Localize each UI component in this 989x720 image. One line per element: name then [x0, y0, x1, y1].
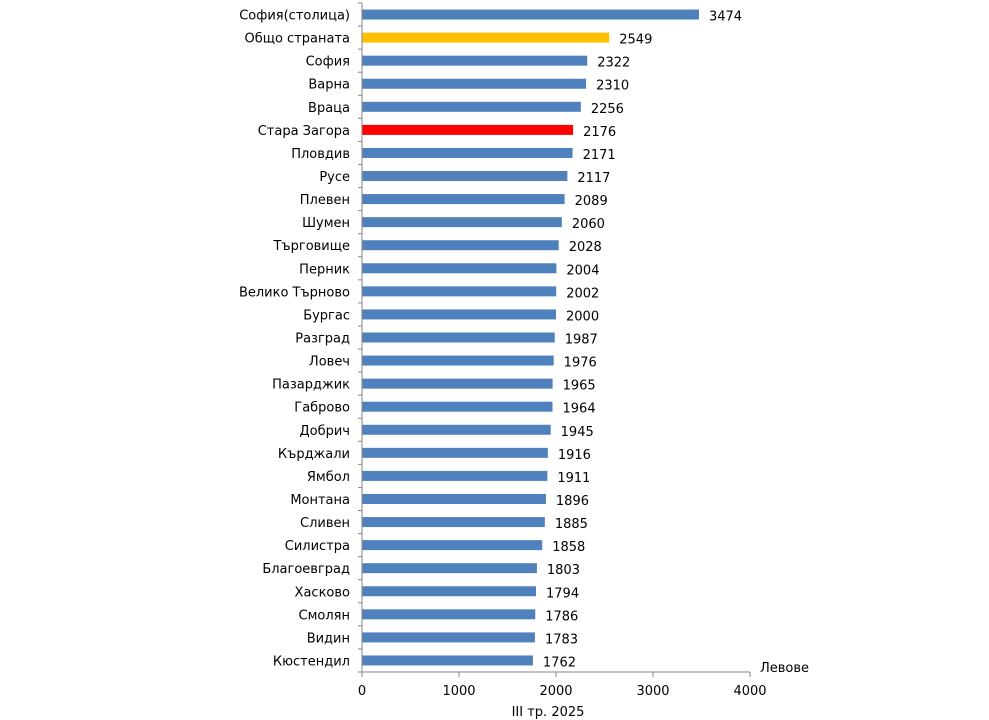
data-label: 2322	[597, 56, 630, 71]
data-label: 2549	[619, 33, 652, 48]
data-label: 1964	[563, 402, 596, 417]
category-label: Велико Търново	[239, 285, 350, 300]
bar	[362, 609, 536, 620]
bar	[362, 355, 554, 366]
category-label: Общо страната	[244, 32, 350, 47]
x-tick-label: 4000	[733, 684, 766, 699]
data-label: 2060	[572, 217, 605, 232]
category-label: Русе	[319, 170, 350, 185]
category-label: София	[306, 55, 350, 70]
category-label: Монтана	[290, 493, 350, 508]
data-label: 1911	[557, 471, 590, 486]
bar	[362, 424, 551, 435]
category-label: Ямбол	[307, 470, 350, 485]
category-label: София(столица)	[239, 9, 350, 24]
data-label: 1783	[545, 632, 578, 647]
data-label: 2000	[566, 309, 599, 324]
category-label: Благоевград	[262, 562, 350, 577]
bar	[362, 309, 556, 320]
bar	[362, 378, 553, 389]
data-label: 1976	[564, 356, 597, 371]
bar	[362, 101, 581, 112]
category-label: Бургас	[303, 308, 350, 323]
data-label: 1794	[546, 586, 579, 601]
data-label: 2117	[577, 171, 610, 186]
data-label: 1965	[563, 379, 596, 394]
bar	[362, 493, 546, 504]
x-tick-label: 3000	[636, 684, 669, 699]
data-label: 1896	[556, 494, 589, 509]
category-label: Плевен	[300, 193, 350, 208]
data-label: 1786	[545, 609, 578, 624]
category-label: Добрич	[299, 424, 350, 439]
category-label: Стара Загора	[258, 124, 350, 139]
data-label: 1987	[565, 333, 598, 348]
category-label: Силистра	[285, 539, 350, 554]
data-label: 2310	[596, 79, 629, 94]
data-label: 2256	[591, 102, 624, 117]
data-label: 1916	[558, 448, 591, 463]
category-label: Кърджали	[278, 447, 350, 462]
data-label: 1945	[561, 425, 594, 440]
category-label: Варна	[308, 78, 350, 93]
category-label: Хасково	[295, 585, 350, 600]
data-label: 2028	[569, 240, 602, 255]
category-label: Ловеч	[309, 355, 350, 370]
category-label: Пловдив	[291, 147, 350, 162]
bar	[362, 171, 568, 182]
axes: 0 1000 2000 3000 4000	[358, 2, 767, 699]
data-label: 2002	[566, 286, 599, 301]
category-label: Търговище	[272, 239, 350, 254]
data-label: 1803	[547, 563, 580, 578]
bar	[362, 286, 557, 297]
data-label: 1858	[552, 540, 585, 555]
bar	[362, 586, 537, 597]
bar	[362, 9, 699, 20]
bar	[362, 401, 553, 412]
bar	[362, 147, 573, 158]
category-label: Видин	[307, 631, 350, 646]
bar	[362, 217, 562, 228]
category-label: Смолян	[299, 608, 350, 623]
bar	[362, 78, 587, 89]
category-label: Сливен	[300, 516, 350, 531]
category-label: Кюстендил	[273, 654, 350, 669]
bar	[362, 32, 610, 43]
x-axis-title: III тр. 2025	[512, 705, 585, 720]
bar	[362, 563, 537, 574]
bar	[362, 124, 574, 135]
bar	[362, 655, 533, 666]
bar	[362, 632, 535, 643]
category-label: Разград	[295, 332, 350, 347]
x-tick-label: 0	[358, 684, 366, 699]
data-label: 2171	[583, 148, 616, 163]
category-label: Перник	[299, 262, 350, 277]
bars: София(столица) 3474 Общо страната 2549 София…	[239, 9, 742, 671]
category-label: Пазарджик	[272, 378, 350, 393]
data-label: 3474	[709, 10, 742, 25]
bar	[362, 470, 548, 481]
data-label: 2176	[583, 125, 616, 140]
data-label: 1885	[555, 517, 588, 532]
data-label: 2089	[575, 194, 608, 209]
x-tick-label: 1000	[442, 684, 475, 699]
data-label: 1762	[543, 655, 576, 670]
category-label: Шумен	[302, 216, 350, 231]
bar	[362, 263, 557, 274]
category-label: Враца	[308, 101, 350, 116]
bar	[362, 194, 565, 205]
unit-label: Левове	[760, 661, 809, 676]
bar	[362, 540, 543, 551]
category-label: Габрово	[294, 401, 350, 416]
bar	[362, 55, 588, 66]
x-tick-label: 2000	[539, 684, 572, 699]
bar	[362, 447, 548, 458]
data-label: 2004	[566, 263, 599, 278]
bar	[362, 240, 559, 251]
bar	[362, 332, 555, 343]
bar	[362, 517, 545, 528]
